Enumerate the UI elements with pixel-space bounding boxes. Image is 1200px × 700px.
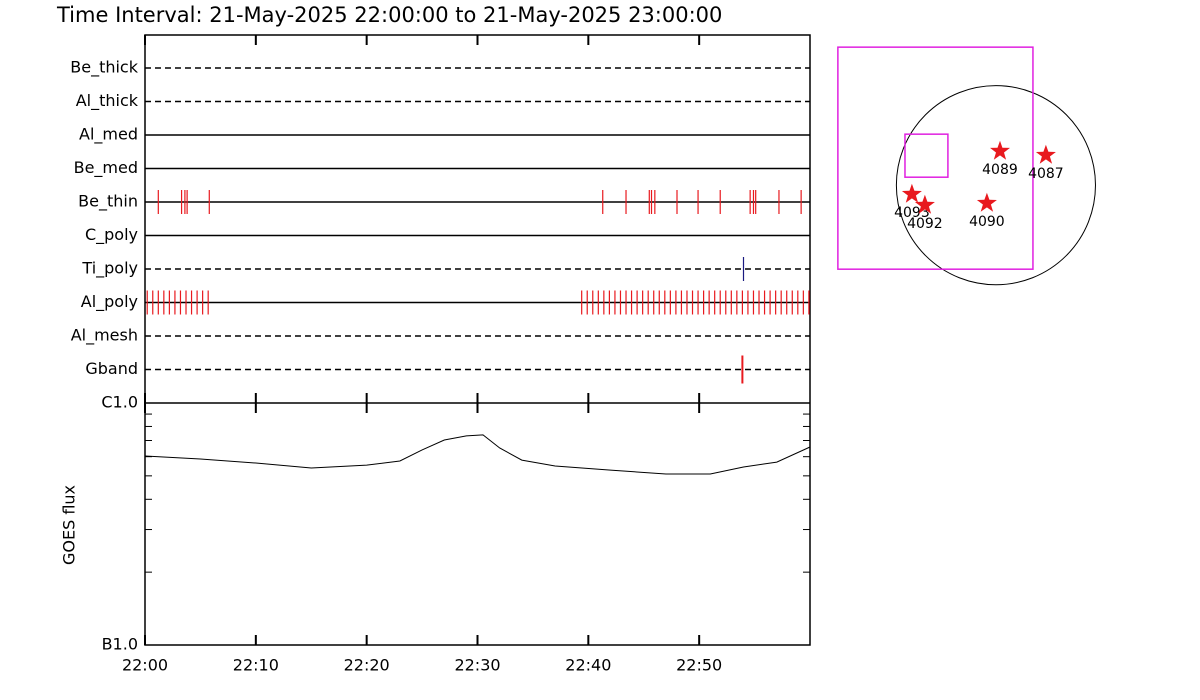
- row-label: Ti_poly: [81, 259, 138, 279]
- row-label: Be_thick: [70, 58, 138, 78]
- y-tick-label: C1.0: [101, 393, 138, 412]
- field-of-view: [837, 46, 1034, 270]
- plot-frame: [144, 34, 811, 646]
- x-tick-label: 22:40: [565, 656, 611, 675]
- region-marker: [914, 194, 935, 214]
- x-tick-label: 22:10: [233, 656, 279, 675]
- region-marker: [976, 192, 997, 212]
- row-label: Al_med: [79, 125, 138, 145]
- region-marker: [1035, 144, 1056, 164]
- solar-disk: [895, 85, 1096, 286]
- y-tick-label: B1.0: [102, 635, 138, 654]
- region-label: 4087: [1028, 166, 1064, 182]
- x-tick-label: 22:50: [676, 656, 722, 675]
- row-label: Gband: [85, 359, 138, 378]
- row-label: Be_thin: [78, 192, 138, 212]
- row-label: C_poly: [85, 225, 138, 245]
- region-marker: [990, 140, 1010, 160]
- region-marker: [901, 183, 922, 203]
- field-of-view: [904, 133, 949, 178]
- region-label: 4089: [982, 162, 1018, 178]
- row-label: Al_thick: [76, 91, 139, 111]
- region-label: 4092: [907, 216, 943, 232]
- row-label: Be_med: [74, 158, 138, 178]
- row-label: Al_poly: [81, 292, 138, 312]
- x-tick-label: 22:30: [454, 656, 500, 675]
- x-tick-label: 22:00: [122, 656, 168, 675]
- row-label: Al_mesh: [71, 326, 138, 346]
- goes-curve: [144, 434, 811, 475]
- y-axis-label: GOES flux: [60, 485, 79, 565]
- x-tick-label: 22:20: [344, 656, 390, 675]
- chart-title: Time Interval: 21-May-2025 22:00:00 to 2…: [56, 3, 722, 27]
- region-label: 4090: [969, 214, 1005, 230]
